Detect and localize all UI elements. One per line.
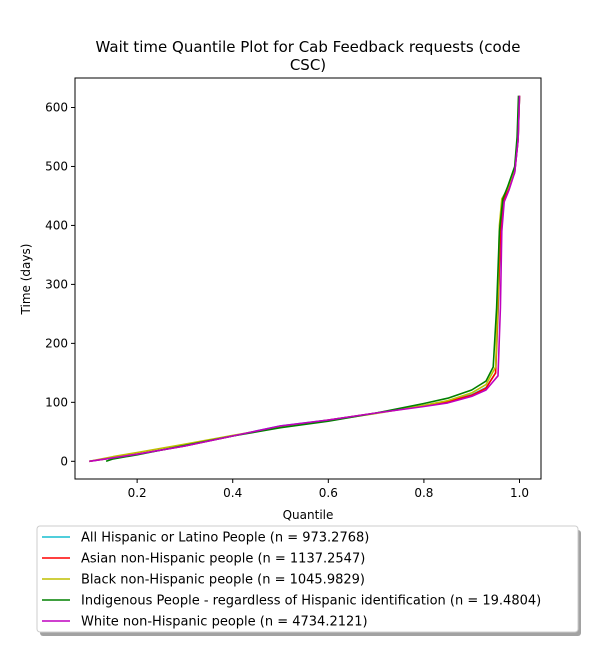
series-line-2	[89, 95, 521, 463]
x-tick-label: 0.6	[319, 486, 338, 500]
y-tick-label: 200	[45, 336, 68, 350]
legend-label: Black non-Hispanic people (n = 1045.9829…	[81, 573, 365, 588]
legend-label: White non-Hispanic people (n = 4734.2121…	[81, 615, 368, 630]
legend-label: All Hispanic or Latino People (n = 973.2…	[81, 531, 369, 546]
y-tick-label: 600	[45, 100, 68, 114]
chart-title-line2: CSC)	[290, 56, 326, 74]
legend-box	[36, 525, 579, 633]
y-tick-label: 300	[45, 277, 68, 291]
x-tick-label: 0.8	[414, 486, 433, 500]
x-tick-label: 1.0	[510, 486, 529, 500]
x-axis: 0.2 0.4 0.6 0.8 1.0	[128, 479, 529, 500]
plot-frame	[74, 77, 542, 480]
legend-label: Indigenous People - regardless of Hispan…	[81, 594, 541, 609]
series-line-3	[89, 95, 521, 463]
x-tick-label: 0.4	[223, 486, 242, 500]
x-tick-label: 0.2	[128, 486, 147, 500]
series-line-5	[89, 95, 521, 463]
chart-title-line1: Wait time Quantile Plot for Cab Feedback…	[96, 38, 521, 56]
x-axis-label: Quantile	[283, 508, 334, 522]
y-axis: 0 100 200 300 400 500 600	[45, 100, 75, 468]
y-axis-label: Time (days)	[19, 244, 33, 316]
series-line-4	[105, 95, 520, 463]
series-line-1	[89, 95, 521, 463]
y-tick-label: 100	[45, 395, 68, 409]
plot-area	[89, 95, 521, 463]
y-tick-label: 0	[60, 454, 68, 468]
y-tick-label: 500	[45, 159, 68, 173]
legend: All Hispanic or Latino People (n = 973.2…	[36, 525, 581, 636]
y-tick-label: 400	[45, 218, 68, 232]
legend-label: Asian non-Hispanic people (n = 1137.2547…	[81, 552, 365, 567]
